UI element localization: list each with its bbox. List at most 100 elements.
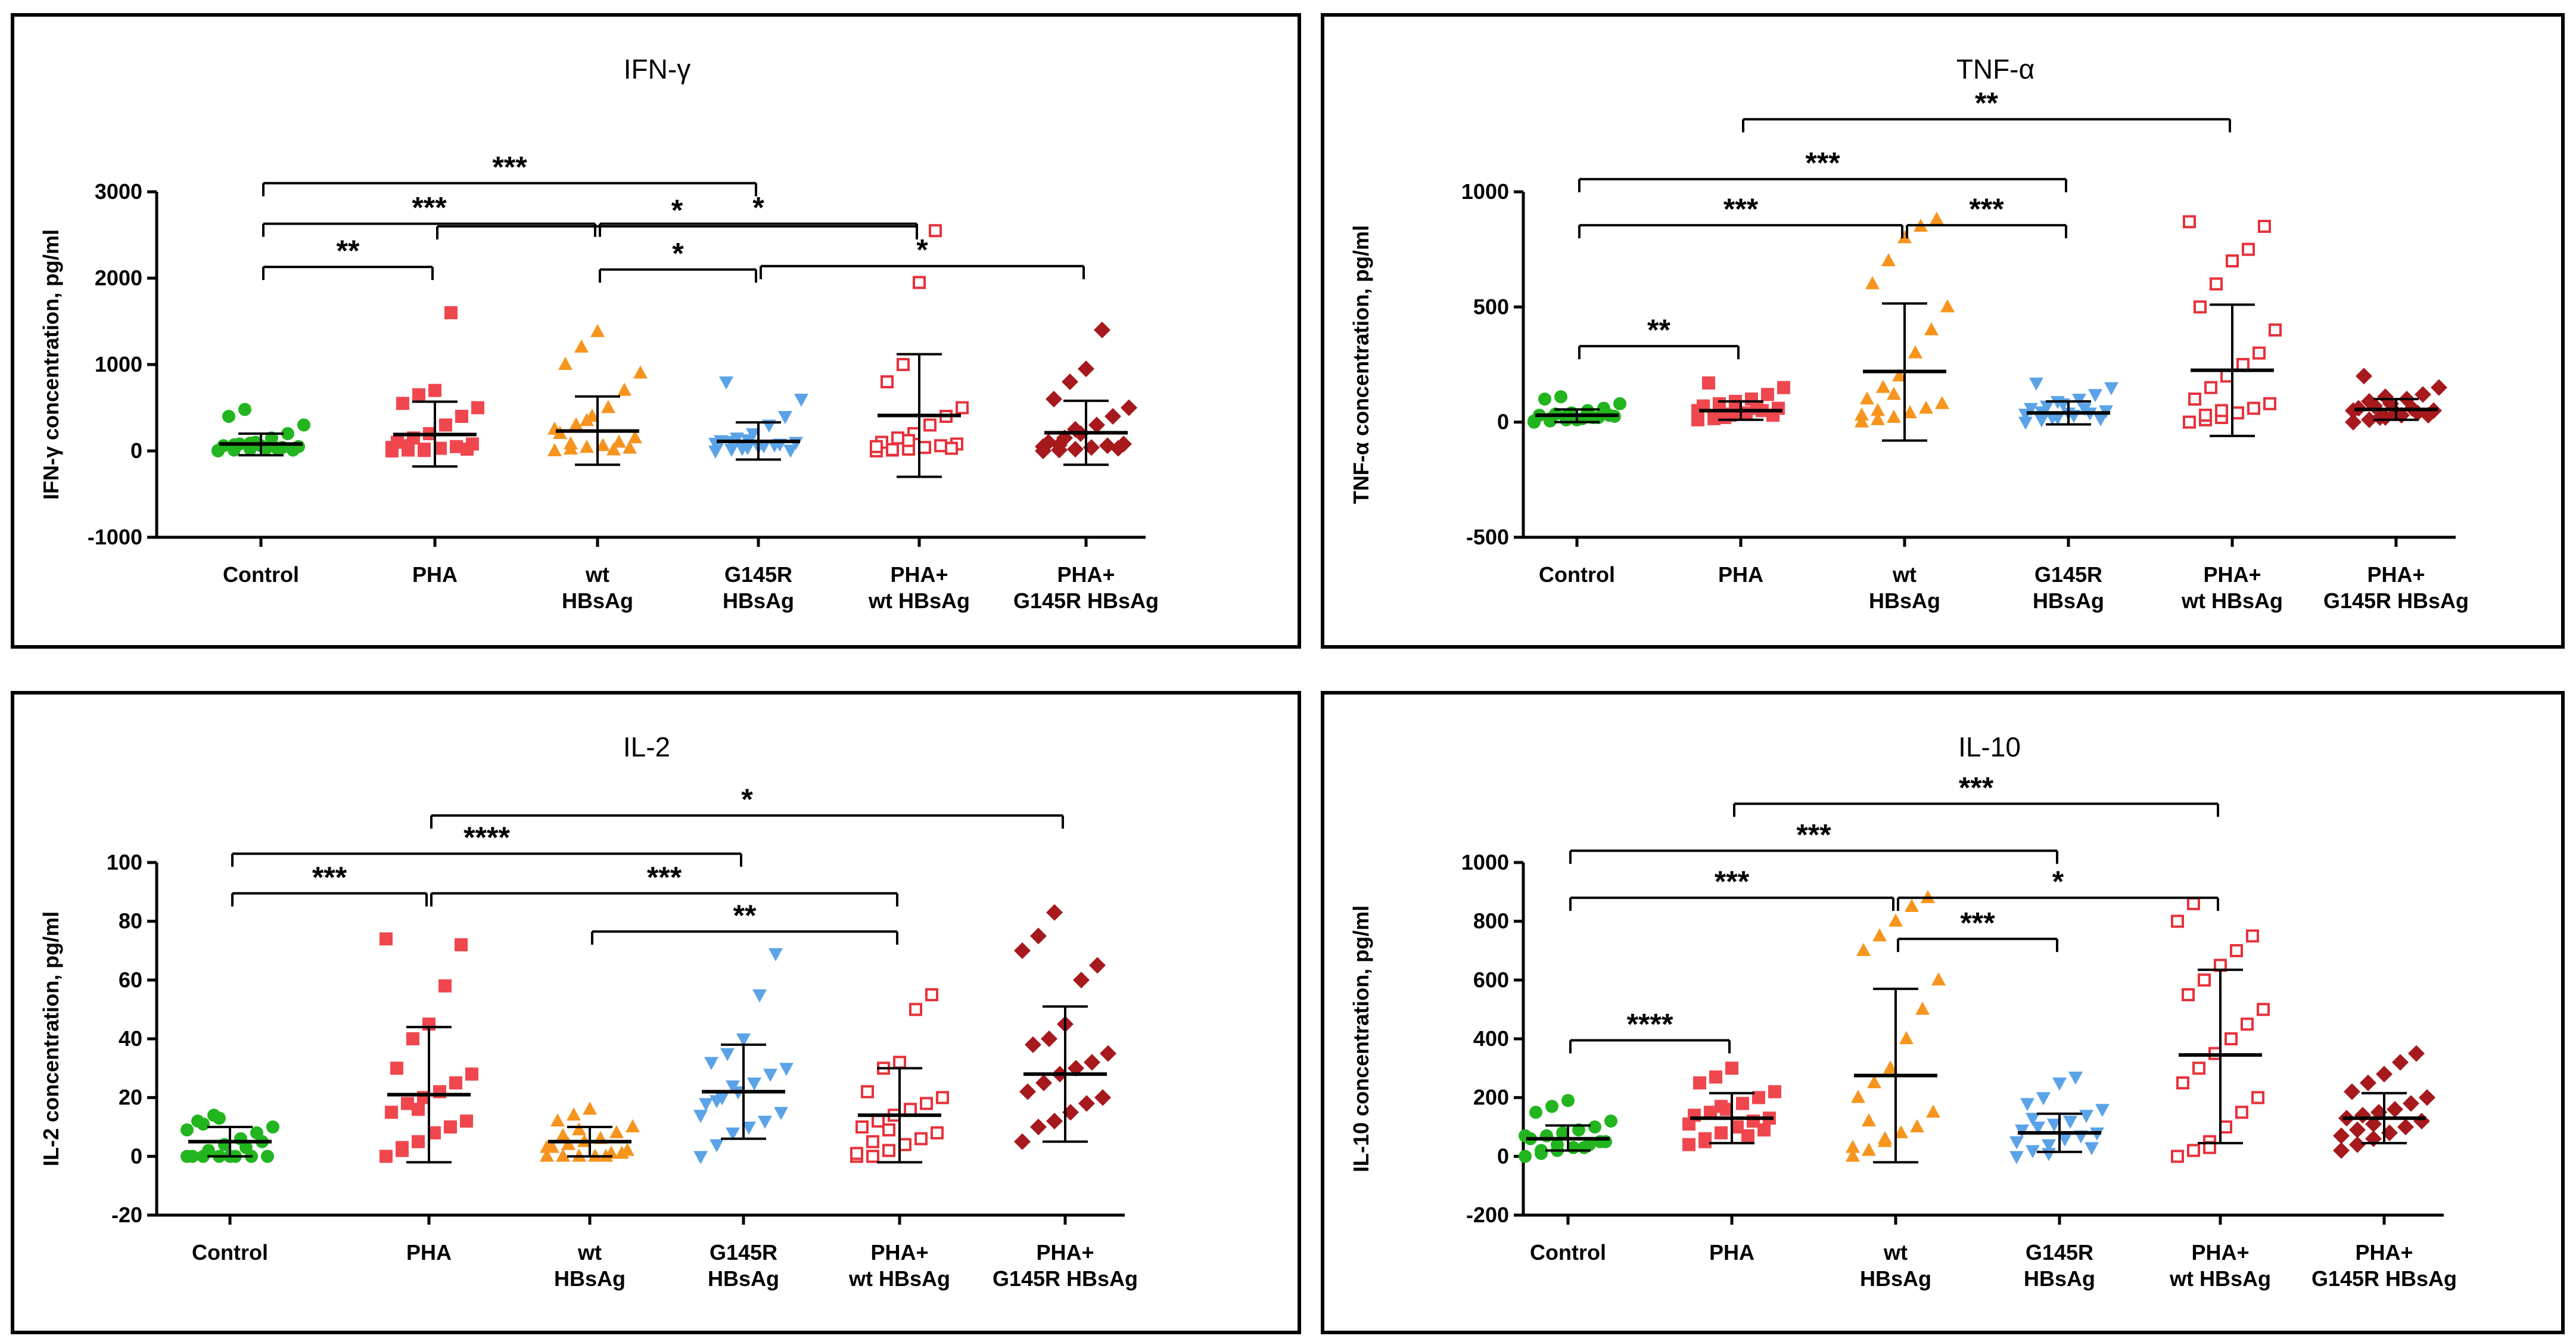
data-point: [556, 1148, 570, 1162]
y-tick-label: -200: [1466, 1203, 1509, 1227]
data-point: [628, 430, 642, 444]
data-point: [2349, 1121, 2366, 1138]
y-tick-label: 0: [130, 1144, 142, 1168]
data-point: [181, 1123, 194, 1137]
data-point: [287, 443, 300, 457]
data-point: [1926, 1104, 1940, 1118]
data-point: [297, 418, 310, 432]
data-point: [1855, 407, 1869, 421]
data-point: [2246, 929, 2259, 943]
data-point: [2431, 379, 2447, 396]
data-point: [2258, 220, 2271, 233]
data-point: [2413, 1113, 2430, 1130]
data-point: [2047, 1119, 2061, 1132]
significance-label: **: [1647, 313, 1670, 347]
data-point: [1908, 345, 1922, 359]
data-point: [2349, 1136, 2366, 1153]
data-point: [213, 1111, 226, 1125]
data-point: [855, 1120, 869, 1134]
data-point: [2171, 1150, 2184, 1163]
data-point: [1889, 913, 1903, 927]
data-point: [2251, 1091, 2264, 1104]
x-category-label: wt: [577, 1240, 602, 1265]
significance-label: ***: [492, 151, 527, 184]
data-point: [444, 306, 458, 319]
data-point: [2079, 1110, 2093, 1123]
y-tick-label: 20: [119, 1085, 142, 1110]
x-category-label: Control: [192, 1240, 268, 1265]
data-point: [396, 397, 409, 410]
data-point: [742, 1122, 756, 1135]
data-point: [1777, 381, 1790, 394]
data-point: [1014, 1133, 1031, 1150]
data-point: [2392, 1054, 2409, 1071]
y-axis-label: IL-2 concentration, pg/ml: [39, 911, 63, 1166]
data-point: [1551, 1138, 1564, 1151]
significance-label: *: [671, 194, 683, 227]
x-category-label: G145R: [710, 1240, 777, 1265]
data-series-group: [1846, 890, 1946, 1162]
data-point: [936, 1091, 949, 1104]
data-point: [1089, 957, 1106, 974]
x-category-label: G145R: [724, 562, 792, 587]
data-point: [904, 1103, 917, 1116]
data-point: [1919, 400, 1933, 414]
data-point: [752, 989, 767, 1002]
data-point: [569, 417, 583, 431]
data-point: [1924, 322, 1939, 335]
data-point: [590, 323, 605, 337]
y-tick-label: 60: [119, 967, 142, 992]
data-point: [556, 1128, 570, 1141]
x-category-label: HBsAg: [1860, 1266, 1931, 1291]
data-point: [2192, 1061, 2205, 1075]
data-point: [736, 1033, 751, 1047]
data-point: [461, 443, 474, 456]
data-point: [779, 1063, 794, 1076]
data-point: [1892, 368, 1906, 382]
data-point: [724, 444, 739, 457]
data-point: [778, 411, 792, 424]
data-point: [1846, 1148, 1860, 1162]
x-category-label: HBsAg: [723, 589, 794, 613]
x-category-label: PHA+: [2191, 1240, 2249, 1265]
data-point: [2415, 386, 2431, 403]
data-point: [1693, 1076, 1706, 1089]
x-category-label: wt HBsAg: [868, 589, 970, 613]
data-series-group: [870, 224, 969, 457]
data-point: [550, 1113, 565, 1127]
data-point: [1872, 928, 1887, 942]
data-point: [1887, 409, 1901, 423]
x-category-label: G145R HBsAg: [2323, 589, 2469, 613]
data-series-group: [2183, 215, 2282, 429]
data-point: [379, 932, 393, 946]
data-point: [2009, 1151, 2024, 1164]
x-category-label: PHA+: [1036, 1240, 1094, 1265]
data-point: [583, 1101, 597, 1115]
data-point: [1921, 890, 1935, 904]
data-point: [881, 375, 894, 388]
data-series-group: [385, 306, 484, 457]
y-tick-label: 0: [1497, 1144, 1509, 1168]
data-point: [866, 1150, 879, 1163]
data-point: [2029, 377, 2043, 391]
x-category-label: G145R: [2034, 562, 2102, 587]
data-point: [1588, 1120, 1601, 1134]
data-point: [2182, 988, 2195, 1001]
data-point: [2257, 1002, 2270, 1016]
data-point: [385, 441, 399, 454]
data-point: [1062, 373, 1078, 390]
data-point: [588, 1148, 602, 1162]
data-point: [2241, 1017, 2254, 1031]
data-point: [913, 276, 926, 289]
data-point: [2226, 254, 2239, 267]
data-point: [886, 443, 899, 456]
data-point: [601, 400, 615, 413]
data-point: [609, 1125, 624, 1138]
data-point: [2085, 1142, 2099, 1156]
data-point: [1014, 942, 1031, 959]
data-point: [615, 1145, 629, 1159]
data-point: [2187, 1144, 2200, 1157]
data-point: [1529, 1106, 1542, 1119]
x-category-label: HBsAg: [2024, 1266, 2095, 1291]
data-point: [1019, 1083, 1036, 1100]
